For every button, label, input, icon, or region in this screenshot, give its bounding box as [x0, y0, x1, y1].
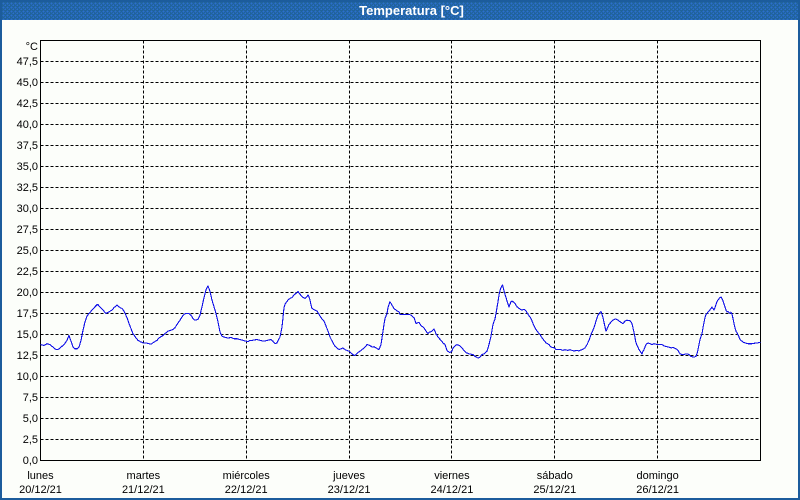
- svg-text:viernes: viernes: [434, 470, 470, 482]
- svg-text:0,0: 0,0: [23, 455, 38, 467]
- svg-text:22/12/21: 22/12/21: [225, 484, 268, 496]
- svg-text:10,0: 10,0: [17, 371, 38, 383]
- svg-text:martes: martes: [127, 470, 161, 482]
- svg-text:12,5: 12,5: [17, 350, 38, 362]
- svg-text:25,0: 25,0: [17, 245, 38, 257]
- svg-text:15,0: 15,0: [17, 329, 38, 341]
- svg-text:20/12/21: 20/12/21: [19, 484, 62, 496]
- svg-text:lunes: lunes: [27, 470, 54, 482]
- svg-text:°C: °C: [26, 41, 38, 53]
- svg-text:miércoles: miércoles: [223, 470, 271, 482]
- svg-text:21/12/21: 21/12/21: [122, 484, 165, 496]
- svg-text:37,5: 37,5: [17, 140, 38, 152]
- svg-text:2,5: 2,5: [23, 434, 38, 446]
- svg-text:24/12/21: 24/12/21: [431, 484, 474, 496]
- svg-text:5,0: 5,0: [23, 413, 38, 425]
- svg-text:27,5: 27,5: [17, 224, 38, 236]
- svg-text:jueves: jueves: [332, 470, 365, 482]
- svg-text:7,5: 7,5: [23, 392, 38, 404]
- svg-text:26/12/21: 26/12/21: [636, 484, 679, 496]
- svg-text:25/12/21: 25/12/21: [533, 484, 576, 496]
- svg-text:domingo: domingo: [637, 470, 679, 482]
- svg-text:sábado: sábado: [537, 470, 573, 482]
- svg-text:42,5: 42,5: [17, 98, 38, 110]
- svg-text:30,0: 30,0: [17, 203, 38, 215]
- svg-text:23/12/21: 23/12/21: [328, 484, 371, 496]
- svg-text:17,5: 17,5: [17, 308, 38, 320]
- svg-text:32,5: 32,5: [17, 182, 38, 194]
- svg-text:20,0: 20,0: [17, 287, 38, 299]
- svg-text:47,5: 47,5: [17, 56, 38, 68]
- svg-text:22,5: 22,5: [17, 266, 38, 278]
- svg-text:45,0: 45,0: [17, 77, 38, 89]
- svg-text:35,0: 35,0: [17, 161, 38, 173]
- svg-text:40,0: 40,0: [17, 119, 38, 131]
